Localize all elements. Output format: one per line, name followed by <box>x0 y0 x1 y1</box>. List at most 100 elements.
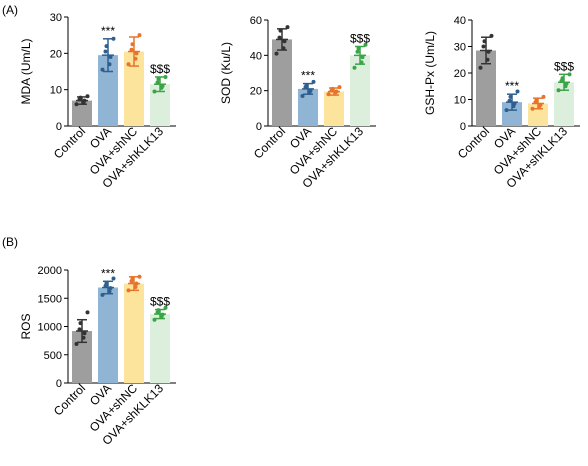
data-point <box>100 67 105 72</box>
y-tick-label: 20 <box>50 48 62 60</box>
data-point <box>130 42 135 47</box>
data-point <box>163 305 168 310</box>
bar <box>272 39 292 126</box>
data-point <box>556 88 561 93</box>
data-point <box>108 54 113 59</box>
y-axis-label: MDA (Um/L) <box>19 38 33 104</box>
y-tick-label: 60 <box>250 15 262 27</box>
data-point <box>134 281 139 286</box>
data-point <box>482 39 487 44</box>
data-point <box>77 327 82 332</box>
data-point <box>308 88 313 93</box>
data-point <box>538 102 543 107</box>
data-point <box>78 95 83 100</box>
significance-label: $$$ <box>554 59 574 73</box>
data-point <box>486 49 491 54</box>
data-point <box>326 92 331 97</box>
data-point <box>133 284 138 289</box>
data-point <box>304 83 309 88</box>
significance-label: *** <box>505 79 519 93</box>
y-tick-label: 0 <box>56 121 62 133</box>
data-point <box>355 49 360 54</box>
data-point <box>285 25 290 30</box>
data-point <box>156 76 161 81</box>
data-point <box>108 286 113 291</box>
data-point <box>74 342 79 347</box>
y-tick-label: 40 <box>250 50 262 62</box>
data-point <box>152 89 157 94</box>
data-point <box>74 102 79 107</box>
significance-label: $$$ <box>150 62 170 76</box>
data-point <box>534 97 539 102</box>
data-point <box>481 44 486 49</box>
data-point <box>507 98 512 103</box>
panel-label-a: (A) <box>2 3 18 17</box>
data-point <box>560 76 565 81</box>
y-tick-label: 1500 <box>38 293 62 305</box>
data-point <box>567 72 572 77</box>
bar <box>502 102 522 126</box>
data-point <box>330 86 335 91</box>
bar <box>124 51 144 127</box>
data-point <box>103 49 108 54</box>
data-point <box>363 42 368 47</box>
data-point <box>160 312 165 317</box>
bar <box>150 314 170 383</box>
significance-label: $$$ <box>150 295 170 309</box>
significance-label: $$$ <box>350 32 370 46</box>
data-point <box>130 276 135 281</box>
y-tick-label: 10 <box>50 85 62 97</box>
significance-label: *** <box>101 266 115 280</box>
data-point <box>508 94 513 99</box>
y-tick-label: 0 <box>256 121 262 133</box>
data-point <box>504 108 509 113</box>
y-tick-label: 10 <box>454 95 466 107</box>
bar <box>324 91 344 126</box>
data-point <box>111 36 116 41</box>
data-point <box>352 65 357 70</box>
data-point <box>311 79 316 84</box>
y-tick-label: 20 <box>250 86 262 98</box>
data-point <box>489 33 494 38</box>
data-point <box>81 335 86 340</box>
y-tick-label: 30 <box>454 42 466 54</box>
data-point <box>274 51 279 56</box>
bar <box>98 287 118 383</box>
data-point <box>137 33 142 38</box>
data-point <box>111 276 116 281</box>
bar <box>554 82 574 126</box>
data-point <box>564 81 569 86</box>
data-point <box>282 39 287 44</box>
bar <box>350 55 370 127</box>
chart-ros: 0500100015002000ROSControl***OVAOVA+shNC… <box>19 265 176 448</box>
data-point <box>85 310 90 315</box>
y-tick-label: 0 <box>460 121 466 133</box>
data-point <box>137 274 142 279</box>
y-axis-label: ROS <box>19 313 33 339</box>
y-tick-label: 30 <box>50 12 62 24</box>
data-point <box>478 65 483 70</box>
significance-label: *** <box>301 69 315 83</box>
data-point <box>85 94 90 99</box>
bar <box>298 88 318 126</box>
data-point <box>156 308 161 313</box>
bar <box>72 100 92 126</box>
data-point <box>126 62 131 67</box>
bar <box>124 283 144 383</box>
significance-label: *** <box>101 24 115 38</box>
data-point <box>356 46 361 51</box>
panel-label-b: (B) <box>2 235 18 249</box>
data-point <box>163 74 168 79</box>
data-point <box>512 101 517 106</box>
data-point <box>155 80 160 85</box>
data-point <box>485 57 490 62</box>
y-tick-label: 1000 <box>38 322 62 334</box>
data-point <box>82 331 87 336</box>
data-point <box>541 94 546 99</box>
data-point <box>126 288 131 293</box>
data-point <box>78 321 83 326</box>
data-point <box>530 106 535 111</box>
